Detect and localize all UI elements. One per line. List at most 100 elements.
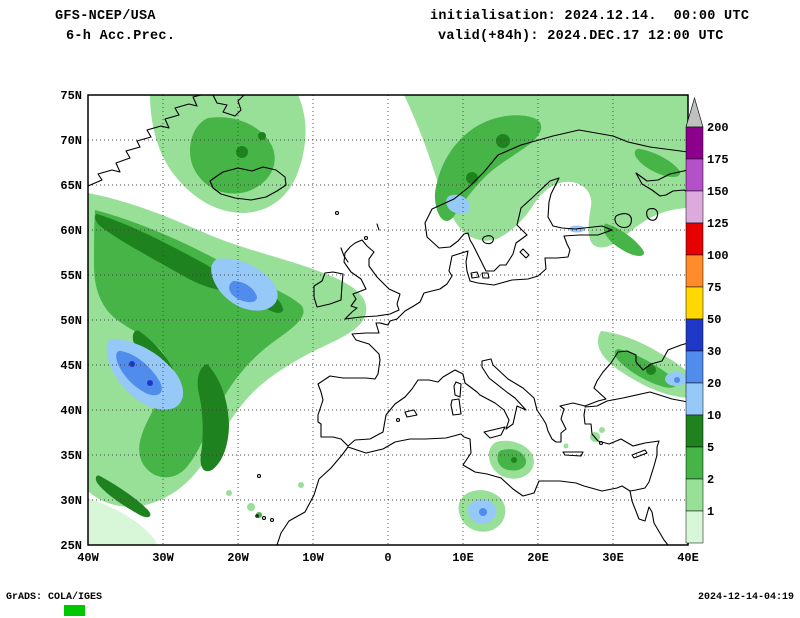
colorbar-segment [685, 286, 704, 320]
coast-greenland-fjord [212, 95, 245, 117]
precip-dark-spot [646, 365, 656, 375]
coast-europe-mainland [317, 129, 688, 447]
coast-canary [255, 514, 259, 518]
lon-tick-label: 10W [302, 551, 324, 565]
precip-medium-region [604, 223, 644, 256]
colorbar-level-label: 30 [707, 345, 721, 359]
precip-dark-spot [496, 134, 510, 148]
colorbar-segment [685, 158, 704, 192]
lat-tick-label: 70N [60, 134, 82, 148]
product-title: 6-h Acc.Prec. [66, 29, 176, 44]
colorbar-level-label: 20 [707, 377, 721, 391]
precip-deepblue-spot [147, 380, 153, 386]
lat-tick-label: 30N [60, 494, 82, 508]
lat-tick-label: 45N [60, 359, 82, 373]
coast-cyprus [631, 449, 648, 459]
precip-spot [247, 503, 255, 511]
colorbar-segment [685, 318, 704, 352]
coast-sicily [483, 426, 506, 439]
precipitation-shading [88, 95, 688, 545]
colorbar-level-label: 2 [707, 473, 714, 487]
lon-tick-label: 0 [384, 551, 391, 565]
lake-ladoga [614, 213, 632, 229]
lon-tick-label: 40W [77, 551, 99, 565]
colorbar-segment [685, 350, 704, 384]
colorbar-level-label: 125 [707, 217, 729, 231]
lat-tick-label: 75N [60, 89, 82, 103]
coast-greenland [88, 95, 202, 187]
colorbar-segment [685, 446, 704, 480]
precip-blue-core [674, 377, 680, 383]
colorbar-level-label: 50 [707, 313, 721, 327]
coast-ireland [313, 271, 344, 308]
coast-red-sea [629, 490, 669, 545]
precip-dark-spot [511, 457, 517, 463]
coast-ibiza [395, 417, 401, 423]
precip-medium-region [434, 115, 542, 221]
precip-blue-core [229, 281, 257, 303]
colorbar-level-label: 200 [707, 121, 729, 135]
init-time-label: initialisation: 2024.12.14. 00:00 UTC [430, 9, 750, 24]
colorbar-segment [685, 510, 704, 544]
lake-onega [646, 208, 659, 221]
colorbar-level-label: 1 [707, 505, 714, 519]
coast-white-sea [635, 169, 688, 197]
precip-blue-core [479, 508, 487, 516]
lat-tick-label: 55N [60, 269, 82, 283]
lat-tick-label: 25N [60, 539, 82, 553]
lat-tick-label: 35N [60, 449, 82, 463]
colorbar-segment [685, 414, 704, 448]
lat-tick-label: 60N [60, 224, 82, 238]
colorbar-level-label: 100 [707, 249, 729, 263]
lon-tick-label: 10E [452, 551, 474, 565]
lat-tick-label: 65N [60, 179, 82, 193]
colorbar-level-label: 150 [707, 185, 729, 199]
coast-britain [343, 239, 401, 320]
lon-tick-label: 20E [527, 551, 549, 565]
coast-sardinia [450, 398, 462, 416]
colorbar-segment [685, 190, 704, 224]
coast-anatolia-africa [276, 408, 660, 545]
coast-gotland [519, 248, 530, 259]
model-title: GFS-NCEP/USA [55, 9, 156, 24]
precip-medium-region [189, 117, 275, 194]
precip-spot [563, 443, 569, 449]
coast-denmark-isles [470, 271, 490, 279]
colorbar-level-label: 75 [707, 281, 721, 295]
coast-canary [261, 515, 267, 521]
coast-iceland [209, 166, 287, 201]
precip-spot [298, 482, 304, 488]
precip-spot [599, 427, 605, 433]
colorbar-segment [685, 126, 704, 160]
grads-credit: GrADS: COLA/IGES [6, 592, 103, 603]
coast-orkney [363, 235, 369, 241]
coast-rhodes [598, 440, 604, 446]
lat-tick-label: 50N [60, 314, 82, 328]
precipitation-colorbar: 200 175 150 125 100 75 50 30 20 10 5 2 1 [685, 96, 729, 544]
precip-deepblue-spot [129, 361, 135, 367]
lake-vanern [482, 235, 494, 245]
coast-crete [562, 451, 584, 457]
lon-tick-label: 20W [227, 551, 249, 565]
precip-spot [226, 490, 232, 496]
lon-tick-label: 40E [677, 551, 699, 565]
coast-madeira [256, 473, 262, 479]
colorbar-segment [685, 222, 704, 256]
precip-dark-spot [236, 146, 248, 158]
lat-tick-label: 40N [60, 404, 82, 418]
precip-medium-region [94, 210, 304, 478]
precip-dark-region [197, 364, 229, 472]
lon-tick-label: 30E [602, 551, 624, 565]
coast-corsica [453, 381, 462, 398]
coast-mallorca [404, 409, 418, 418]
colorbar-segment [685, 254, 704, 288]
grads-logo-mark [64, 605, 85, 616]
precip-dark-spot [466, 172, 478, 184]
colorbar-segment [685, 382, 704, 416]
precip-medium-region [634, 148, 680, 178]
coast-shetland [376, 223, 380, 231]
coast-hebrides [340, 247, 349, 263]
